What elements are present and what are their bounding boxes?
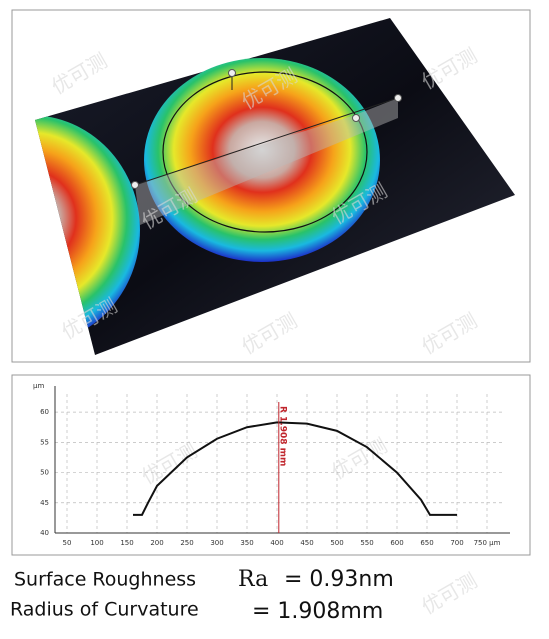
- y-tick-label: 55: [40, 438, 49, 446]
- chart-panel: [11, 374, 531, 556]
- profile-line: [133, 421, 457, 516]
- pin-head: [352, 114, 360, 122]
- pin-head: [228, 69, 236, 77]
- x-tick-label: 150: [120, 539, 133, 547]
- pin-head: [131, 181, 139, 189]
- x-tick-label: 500: [330, 539, 343, 547]
- partial-dome: [35, 115, 140, 345]
- x-tick-label: 350: [240, 539, 253, 547]
- cut-line: [134, 97, 399, 186]
- y-tick-label: 50: [40, 469, 49, 477]
- annotation-label: R 1.908 mm: [277, 406, 287, 466]
- result-value: = 1.908mm: [252, 599, 383, 624]
- y-tick-label: 40: [40, 529, 49, 537]
- x-tick-label: 450: [300, 539, 313, 547]
- watermark: 优可测: [417, 568, 481, 619]
- result-label: Radius of Curvature: [10, 599, 199, 621]
- dome: [144, 58, 380, 262]
- x-tick-label: 650: [420, 539, 433, 547]
- fit-ring: [162, 71, 368, 233]
- cut-plane: [135, 98, 398, 225]
- result-symbol: Ra: [238, 567, 268, 592]
- x-tick-label: 550: [360, 539, 373, 547]
- x-tick-label: 700: [450, 539, 463, 547]
- x-tick-label: 250: [180, 539, 193, 547]
- pin-head: [394, 94, 402, 102]
- y-tick-label: 45: [40, 499, 49, 507]
- x-tick-label: 400: [270, 539, 283, 547]
- x-tick-label: 600: [390, 539, 403, 547]
- result-label: Surface Roughness: [14, 569, 196, 591]
- y-tick-label: 60: [40, 408, 49, 416]
- x-tick-label: 750 µm: [474, 539, 501, 547]
- x-tick-label: 200: [150, 539, 163, 547]
- y-unit: µm: [33, 382, 44, 390]
- result-value: = 0.93nm: [284, 567, 394, 592]
- x-tick-label: 100: [90, 539, 103, 547]
- x-tick-label: 50: [63, 539, 72, 547]
- x-tick-label: 300: [210, 539, 223, 547]
